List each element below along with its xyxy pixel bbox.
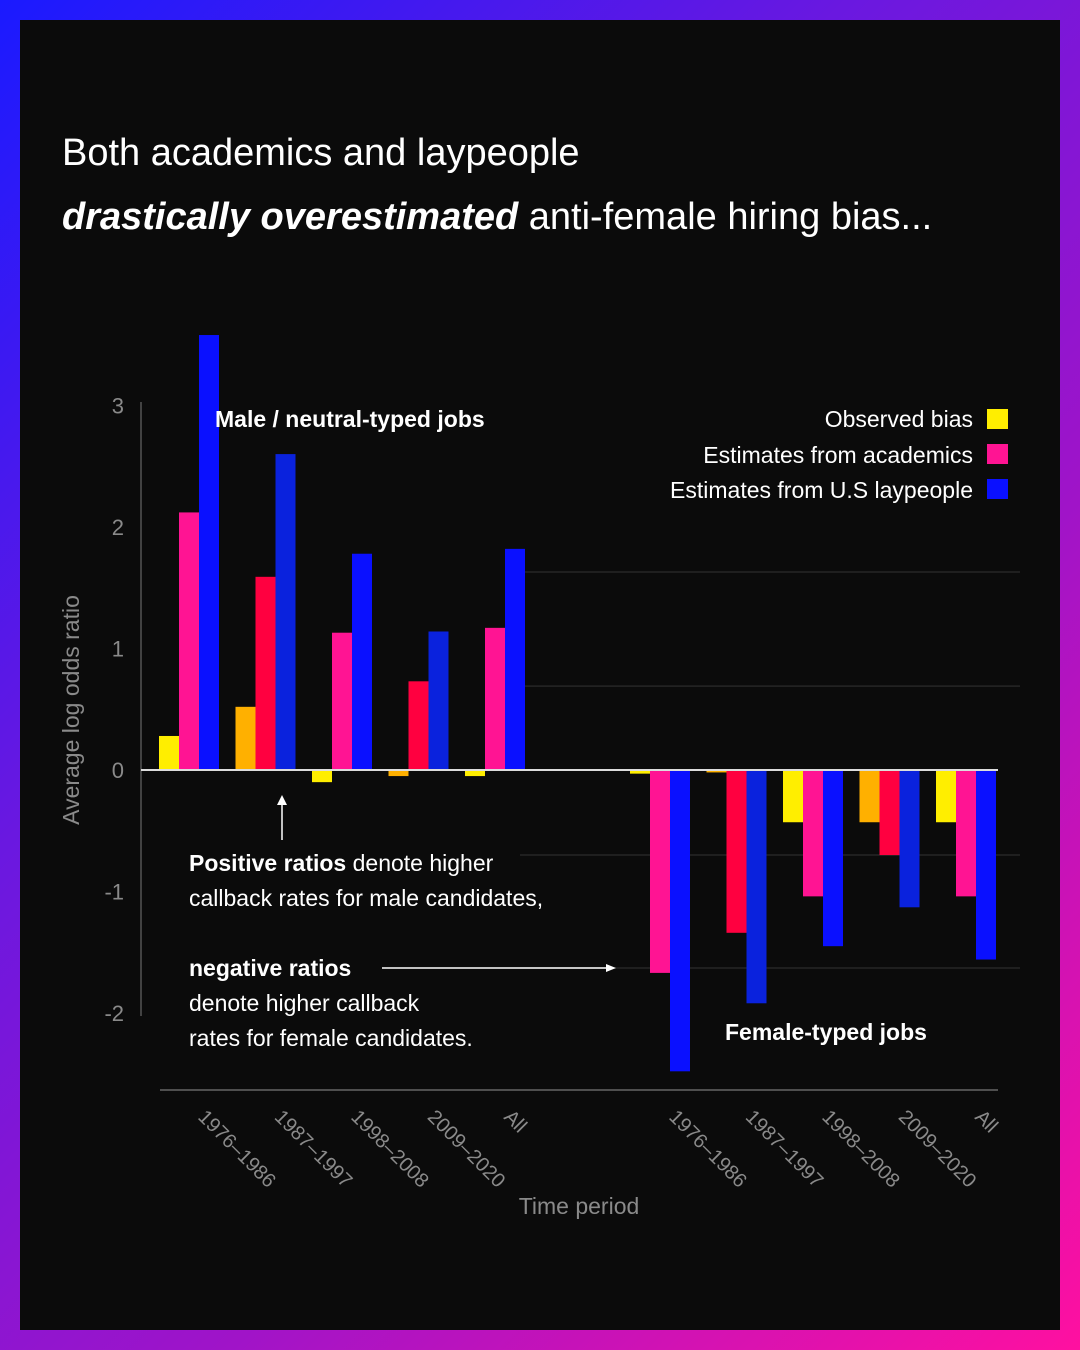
annotation-positive-rest: denote higher: [346, 850, 493, 876]
bar-academics: [408, 681, 429, 770]
bar-laypeople: [976, 770, 996, 960]
annotation-positive-bold: Positive ratios: [189, 850, 346, 876]
legend-label-observed: Observed bias: [825, 406, 973, 432]
headline-line-2: drastically overestimated anti-female hi…: [62, 192, 1052, 242]
bar-observed: [783, 770, 803, 823]
x-tick-label: 2009–2020: [423, 1106, 509, 1192]
headline-rest: anti-female hiring bias...: [518, 196, 933, 238]
bar-laypeople: [823, 770, 843, 947]
bar-observed: [936, 770, 956, 823]
bars: [159, 335, 996, 1072]
bar-observed: [630, 770, 650, 774]
bar-observed: [312, 770, 332, 783]
bar-observed: [388, 770, 409, 777]
bar-laypeople: [670, 770, 690, 1072]
y-tick-label: 0: [112, 758, 124, 783]
bar-academics: [726, 770, 747, 933]
grid-lines: [520, 571, 1020, 969]
y-tick-label: -2: [104, 1001, 124, 1026]
annotation-positive-line-1: Positive ratios denote higher: [189, 850, 494, 876]
axes: [140, 402, 998, 1091]
headline-emphasis: drastically overestimated: [62, 196, 519, 238]
y-tick-labels: 3 2 1 0 -1 -2: [104, 394, 124, 1027]
bar-laypeople: [899, 770, 920, 908]
bar-observed: [706, 770, 727, 773]
bar-academics: [332, 632, 352, 770]
annotation-negative-line-2: denote higher callback: [189, 990, 420, 1016]
annotation-positive-line-2: callback rates for male candidates,: [189, 885, 543, 911]
x-tick-label: All: [970, 1106, 1001, 1137]
bar-academics: [485, 627, 505, 770]
bar-laypeople: [275, 454, 296, 770]
annotation-positive: Positive ratios denote higher callback r…: [189, 795, 543, 911]
annotation-negative-bold: negative ratios: [189, 955, 351, 981]
y-tick-label: 3: [112, 394, 124, 419]
legend-swatch-academics: [987, 444, 1008, 464]
x-tick-label: 2009–2020: [894, 1106, 980, 1192]
bar-laypeople: [199, 335, 219, 770]
bar-academics: [879, 770, 900, 856]
y-tick-label: 2: [112, 515, 124, 540]
bar-observed: [159, 735, 179, 770]
bar-laypeople: [746, 770, 767, 1004]
y-tick-label: 1: [112, 637, 124, 662]
right-arrow-icon: [606, 964, 616, 972]
up-arrow-icon: [277, 795, 287, 805]
bar-laypeople: [428, 631, 449, 770]
bar-academics: [803, 770, 823, 897]
headline: Both academics and laypeople drastically…: [62, 128, 1052, 242]
bar-observed: [465, 770, 485, 777]
x-tick-label: 1998–2008: [346, 1106, 432, 1192]
legend: Observed bias Estimates from academics E…: [670, 406, 1008, 503]
y-axis-label: Average log odds ratio: [58, 595, 84, 825]
x-tick-label: All: [499, 1106, 530, 1137]
legend-label-laypeople: Estimates from U.S laypeople: [670, 477, 973, 503]
x-tick-label: 1998–2008: [817, 1106, 903, 1192]
legend-label-academics: Estimates from academics: [703, 442, 973, 468]
x-tick-label: 1987–1997: [741, 1106, 827, 1192]
bar-academics: [179, 512, 199, 770]
group-label-male: Male / neutral-typed jobs: [215, 406, 485, 432]
x-tick-label: 1987–1997: [270, 1106, 356, 1192]
annotation-negative: negative ratios denote higher callback r…: [189, 955, 616, 1051]
legend-swatch-observed: [987, 409, 1008, 429]
x-tick-label: 1976–1986: [664, 1106, 750, 1192]
bar-laypeople: [352, 553, 372, 770]
annotation-negative-line-3: rates for female candidates.: [189, 1025, 473, 1051]
bar-academics: [956, 770, 976, 897]
y-tick-label: -1: [104, 880, 124, 905]
group-label-female: Female-typed jobs: [725, 1019, 927, 1045]
legend-swatch-laypeople: [987, 479, 1008, 499]
bar-observed: [235, 706, 256, 770]
x-tick-label: 1976–1986: [193, 1106, 279, 1192]
bar-academics: [650, 770, 670, 973]
bar-laypeople: [505, 548, 525, 770]
x-axis-label: Time period: [519, 1193, 640, 1219]
headline-line-1: Both academics and laypeople: [62, 132, 580, 174]
bar-observed: [859, 770, 880, 823]
bar-academics: [255, 576, 276, 770]
